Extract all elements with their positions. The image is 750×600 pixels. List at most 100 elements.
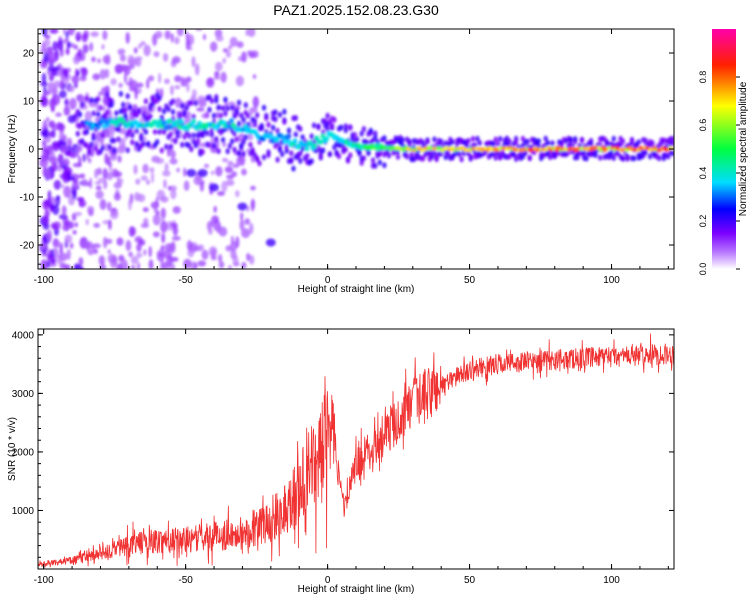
spectrogram-cell xyxy=(229,118,234,124)
spectrogram-cell xyxy=(193,142,199,149)
spectrogram-cell xyxy=(105,122,111,128)
spectrogram-cell xyxy=(189,99,194,106)
spectrogram-cell xyxy=(194,63,200,76)
spectrogram-cell xyxy=(225,50,231,58)
spectrogram-cell xyxy=(128,226,136,237)
spectrogram-cell xyxy=(624,148,630,152)
spectrogram-cell xyxy=(61,68,69,77)
spectrogram-cell xyxy=(251,200,255,212)
spectrogram-cell xyxy=(101,44,105,50)
spectrogram-cell xyxy=(89,42,94,52)
spectrogram-cell xyxy=(77,111,83,118)
spectrogram-xlabel: Height of straight line (km) xyxy=(298,284,415,295)
spectrogram-cell xyxy=(125,131,130,138)
spectrogram-cell xyxy=(123,72,128,84)
spectrogram-cell xyxy=(45,168,52,180)
spectrogram-cell xyxy=(286,127,292,134)
spectrogram-cell xyxy=(284,143,289,150)
spectrogram-cell xyxy=(68,85,75,93)
spectrogram-cell xyxy=(246,253,251,261)
spectrogram-cell xyxy=(182,109,187,116)
spectrogram-cell xyxy=(292,138,298,144)
spectrogram-cell xyxy=(304,146,310,152)
spectrogram-cell xyxy=(158,72,162,84)
spectrogram-cell xyxy=(275,156,280,163)
spectrogram-cell xyxy=(161,216,165,223)
spectrogram-cell xyxy=(265,238,276,247)
spectrogram-cell xyxy=(105,238,113,245)
spectrogram-cell xyxy=(231,171,238,177)
y-tick-label: 2000 xyxy=(12,447,35,458)
spectrogram-cell xyxy=(72,230,77,235)
spectrogram-cell xyxy=(459,156,464,163)
spectrogram-cell xyxy=(137,262,141,269)
spectrogram-cell xyxy=(74,44,78,50)
spectrogram-cell xyxy=(277,111,283,118)
snr-ylabel: SNR (10 * v/v) xyxy=(7,417,18,481)
spectrogram-cell xyxy=(146,179,150,185)
spectrogram-cell xyxy=(318,139,324,145)
spectrogram-cell xyxy=(220,71,227,83)
spectrogram-cell xyxy=(266,149,271,156)
spectrogram-cell xyxy=(175,132,180,139)
spectrogram-cell xyxy=(179,119,185,125)
spectrogram-cell xyxy=(234,108,239,115)
spectrogram-cell xyxy=(382,162,387,169)
spectrogram-cell xyxy=(108,219,112,230)
spectrogram-cell xyxy=(105,109,110,116)
spectrogram-cell xyxy=(79,74,87,82)
spectrogram-cell xyxy=(66,249,71,260)
spectrogram-cell xyxy=(239,142,244,149)
spectrogram-cell xyxy=(275,127,280,134)
spectrogram-cell xyxy=(116,263,123,269)
spectrogram-cell xyxy=(228,265,232,269)
spectrogram-cell xyxy=(69,242,74,249)
spectrogram-cell xyxy=(91,110,96,117)
spectrogram-cell xyxy=(80,173,86,179)
spectrogram-cell xyxy=(42,148,49,157)
spectrogram-cell xyxy=(339,124,344,131)
spectrogram-cell xyxy=(87,158,92,164)
spectrogram-cell xyxy=(96,96,101,102)
spectrogram-cell xyxy=(135,178,141,185)
x-tick-label: 100 xyxy=(603,275,620,286)
spectrogram-cell xyxy=(46,259,51,269)
colorbar-tick-label: 0.6 xyxy=(698,119,708,132)
spectrogram-cell xyxy=(282,138,288,145)
spectrogram-cell xyxy=(249,222,254,235)
spectrogram-cell xyxy=(52,93,61,106)
spectrogram-cell xyxy=(182,133,187,140)
spectrogram-cell xyxy=(99,263,107,269)
spectrogram-cell xyxy=(97,91,102,97)
spectrogram-cell xyxy=(425,138,430,145)
spectrogram-cell xyxy=(302,142,308,148)
chart-title: PAZ1.2025.152.08.23.G30 xyxy=(273,2,439,18)
spectrogram-cell xyxy=(167,185,172,191)
spectrogram-cell xyxy=(175,118,181,124)
spectrogram-cell xyxy=(160,88,164,98)
spectrogram-cell xyxy=(249,255,255,265)
spectrogram-cell xyxy=(58,214,68,220)
spectrogram-cell xyxy=(152,231,160,238)
spectrogram-cell xyxy=(332,116,337,123)
spectrogram-cell xyxy=(60,78,64,90)
spectrogram-cell xyxy=(293,115,298,121)
spectrogram-cell xyxy=(103,236,108,249)
spectrogram-cell xyxy=(55,66,60,71)
spectrogram-cell xyxy=(130,256,139,265)
snr-ticks: -100 -50 0 50 100 1000 2000 3000 4000 xyxy=(12,329,674,586)
spectrogram-cell xyxy=(327,151,333,158)
spectrogram-cell xyxy=(670,135,674,142)
spectrogram-cell xyxy=(320,133,326,139)
spectrogram-cell xyxy=(157,128,162,135)
spectrogram-cell xyxy=(186,132,192,139)
spectrogram-cell xyxy=(116,136,121,143)
spectrogram-cell xyxy=(208,220,215,226)
spectrogram-cell xyxy=(625,155,630,162)
spectrogram-cell xyxy=(205,111,210,119)
spectrogram-cell xyxy=(468,155,473,162)
spectrogram-cell xyxy=(73,211,83,217)
spectrogram-cell xyxy=(477,140,482,146)
spectrogram-cell xyxy=(148,246,152,258)
spectrogram-cell xyxy=(148,105,153,112)
